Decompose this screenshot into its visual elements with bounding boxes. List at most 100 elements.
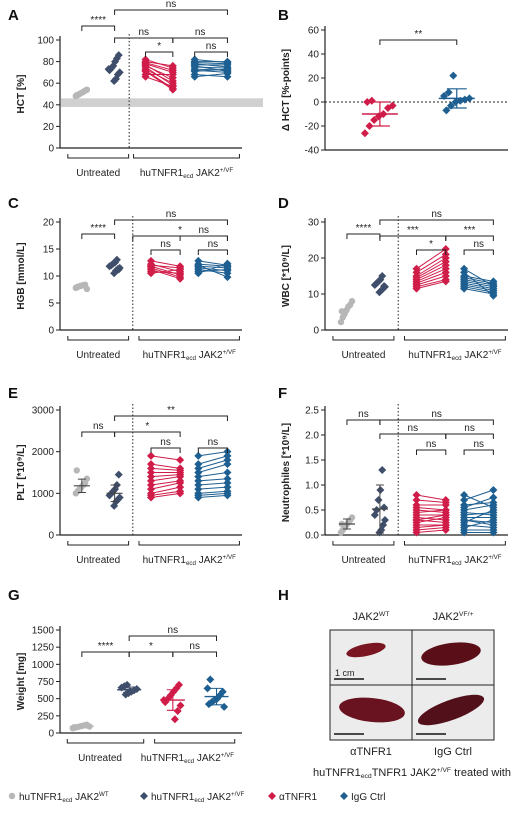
- panel-e-red-after-point: [176, 478, 185, 487]
- panel-f-red-pair-line: [416, 529, 446, 533]
- legend-label-part: ecd: [62, 797, 73, 804]
- panel-h-row-atnfr1: αTNFR1: [350, 746, 392, 758]
- panel-a-bracket: [114, 37, 174, 43]
- panel-d-ytick-label: 10: [308, 290, 320, 301]
- panel-f-blue-pair-line: [464, 502, 494, 506]
- panel-d-sig-label: ns: [473, 239, 484, 250]
- panel-h-spleen-vf: [421, 642, 481, 666]
- panel-f-vf-point: [374, 496, 383, 504]
- panel-g-group-label-treated-part: +/VF: [221, 752, 234, 759]
- panel-a-blue-before-point: [190, 72, 199, 81]
- panel-f-bracket: [346, 419, 381, 425]
- panel-h-col-wt-part: WT: [379, 611, 390, 618]
- panel-f-blue-before-point: [460, 501, 469, 509]
- panel-d-sig-label: *: [429, 239, 433, 250]
- panel-a-blue-after-point: [223, 67, 232, 76]
- panel-b-ytick-label: 60: [308, 26, 320, 37]
- panel-e-blue-after-point: [223, 483, 232, 492]
- panel-g-point: [170, 715, 179, 724]
- panel-e-red-pair-line: [150, 490, 181, 496]
- panel-g-sig-label: ****: [98, 641, 114, 652]
- panel-f-red-before-point: [412, 508, 421, 517]
- panel-f-blue-before-point: [460, 496, 469, 504]
- panel-f-red-pair-line: [416, 494, 446, 501]
- panel-d-group-label-treated-part: +/VF: [488, 349, 501, 356]
- panel-d-group-label-untreated: Untreated: [341, 350, 385, 361]
- panel-g-sd-bar: [123, 686, 136, 694]
- legend-label-part: ecd: [194, 797, 205, 804]
- panel-e-blue-after-point: [223, 491, 232, 500]
- panel-a-reference-band: [61, 98, 263, 107]
- panel-g-ytick-label: 500: [37, 694, 54, 705]
- panel-c-red-pair-line: [150, 269, 181, 274]
- panel-f-blue-pair-line: [464, 512, 494, 516]
- panel-e-blue-pair-line: [198, 482, 228, 486]
- legend-label-part: WT: [99, 791, 109, 798]
- panel-b-point: [388, 101, 397, 110]
- panel-e-red-before-point: [147, 472, 155, 481]
- panel-e-red-pair-line: [150, 463, 181, 469]
- panel-f-blue-after-point: [489, 486, 498, 494]
- panel-b: -40 -20 0 20 40 60 Δ HCT [%-points] **: [281, 26, 508, 157]
- panel-a-sig-label: ns: [138, 27, 149, 38]
- panel-g-point: [203, 684, 212, 693]
- panel-h-spleen-wt: [346, 642, 386, 658]
- panel-c-wt-point: [83, 285, 91, 293]
- panel-e-bracket: [197, 447, 228, 453]
- panel-g-sd-bar: [166, 689, 179, 711]
- panel-f-ytick-label: 0.5: [305, 506, 319, 517]
- panel-a-red-before-point: [141, 55, 150, 64]
- panel-e-bracket: [150, 447, 181, 453]
- panel-f-red-after-point: [441, 521, 450, 529]
- panel-a-ytick-label: 60: [43, 79, 55, 90]
- panel-e-red-after-point: [176, 489, 185, 498]
- panel-d-sig-label: ***: [407, 225, 419, 236]
- panel-c-sig-label: *: [178, 225, 182, 236]
- panel-f-red-pair-line: [416, 519, 446, 523]
- panel-f-vf-point: [380, 516, 389, 524]
- panel-c-bracket: [197, 249, 228, 255]
- panel-a-wt-point: [83, 86, 91, 93]
- panel-letter-d: D: [278, 195, 289, 212]
- panel-c-vf-point: [114, 265, 123, 274]
- panel-h-caption-part: TNFR1 JAK2: [372, 767, 437, 779]
- panel-b-ytick-label: 20: [308, 74, 320, 85]
- panel-a-blue-after-point: [223, 58, 232, 67]
- panel-f-red-pair-line: [416, 514, 446, 521]
- legend-label: huTNFR1ecd JAK2+/VF: [151, 791, 244, 804]
- panel-f-red-before-point: [412, 516, 421, 524]
- panel-f-ytick-label: 2.5: [305, 406, 319, 417]
- panel-d-bracket: [445, 235, 494, 241]
- panel-letter-e: E: [8, 385, 18, 402]
- panel-g-point: [175, 680, 184, 689]
- panel-f-wt-point: [348, 514, 356, 521]
- panel-e-bracket: [114, 431, 181, 437]
- panel-g-ylabel: Weight [mg]: [16, 653, 27, 711]
- panel-h-caption-part: +/VF: [436, 767, 451, 774]
- panel-f-sig-label: ns: [358, 409, 369, 420]
- panel-a-blue-pair-line: [194, 68, 228, 72]
- panel-e-blue-pair-line: [198, 494, 228, 498]
- panel-e-red-after-point: [176, 472, 185, 481]
- panel-c-group-label-treated-part: +/VF: [223, 349, 236, 356]
- panel-e-blue-pair-line: [198, 492, 228, 496]
- panel-g-group-bar: [154, 739, 236, 744]
- panel-g-ytick-label: 1000: [32, 660, 55, 671]
- panel-c-blue-pair-line: [198, 265, 228, 269]
- panel-c-group-bar: [67, 336, 130, 341]
- panel-d-bracket: [416, 249, 447, 255]
- panel-c-group-bar: [138, 336, 240, 341]
- legend-label-part: JAK2: [72, 792, 99, 803]
- panel-c-sig-label: ns: [160, 239, 171, 250]
- panel-g-ytick-label: 0: [48, 729, 54, 740]
- legend-label-part: +/VF: [231, 791, 244, 798]
- panel-f-blue-before-point: [460, 523, 469, 532]
- panel-c-blue-pair-line: [198, 263, 228, 267]
- panel-d-blue-after-point: [489, 277, 498, 286]
- panel-c-blue-pair-line: [198, 264, 228, 278]
- panel-d-red-pair-line: [416, 261, 447, 279]
